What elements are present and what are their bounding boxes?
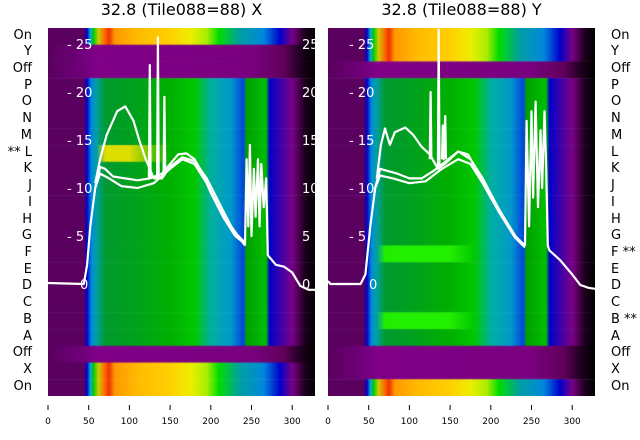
row-label: G [21,228,32,244]
row-label: E [611,261,620,277]
x-tick-label: 50 [363,417,375,427]
row-label: D [611,278,622,294]
y-tick-label: - 20 [349,86,374,101]
row-label: G [611,228,622,244]
y-tick-label: - 15 [67,134,92,149]
x-tick-label: 150 [442,417,459,427]
row-label: X [23,362,32,378]
row-label: On [13,27,32,43]
panel-y-title: 32.8 (Tile088=88) Y [381,0,542,19]
row-label: E [23,261,32,277]
y-tick-label: - 10 [67,182,92,197]
series-line-profile-3 [94,105,246,244]
y-tick-label: - 5 [67,230,84,245]
series-line-spike-136 [436,28,441,169]
series-line-spike-126 [428,90,433,160]
row-label: I [28,194,32,210]
y-tick-label: - 15 [349,134,374,149]
y-tick-label-right: 15 [302,134,319,149]
row-label: Y [24,44,32,60]
row-label: O [21,94,32,110]
row-label: A [23,328,32,344]
row-label: A [611,328,620,344]
series-line-spikes-150 [440,114,448,161]
row-label: P [611,77,619,93]
row-label: M [20,127,32,143]
series-line-spike-125 [147,63,152,179]
x-tick-label: 300 [564,417,581,427]
y-tick-label: - 25 [67,38,92,53]
row-label: ** L [7,144,32,160]
row-label: P [24,77,32,93]
series-line-profile-2 [374,158,526,249]
row-label: On [611,27,630,43]
row-label: On [13,378,32,394]
x-tick-label: 200 [202,417,219,427]
row-label: F [24,244,32,260]
y-tick-label-right: 20 [302,86,319,101]
x-tick-label: 300 [284,417,301,427]
series-line-spikes-250 [523,100,596,290]
x-tick-label: 150 [162,417,179,427]
row-label: M [611,127,623,143]
y-tick-label: - 10 [349,182,374,197]
row-label: H [611,211,621,227]
x-tick-label: 50 [83,417,95,427]
row-label: N [22,111,32,127]
row-label: L [611,144,619,160]
y-tick-label-right: 5 [302,230,310,245]
y-tick-label: - 25 [349,38,374,53]
x-tick-label: 0 [45,417,51,427]
row-label: O [611,94,622,110]
y-tick-label-right: 0 [302,278,310,293]
x-tick-label: 100 [401,417,418,427]
series-line-spikes-250 [243,143,315,291]
row-label: Off [611,345,631,361]
y-tick-label: 0 [80,278,88,293]
series-line-profile-2 [94,158,246,247]
x-tick-label: 200 [482,417,499,427]
row-label: N [611,111,621,127]
row-label: F ** [611,244,636,260]
row-label: B [23,311,32,327]
x-tick-label: 100 [121,417,138,427]
x-tick-label: 250 [243,417,260,427]
row-label: D [21,278,32,294]
series-line-spike-135 [156,36,160,179]
row-label: B ** [611,311,638,327]
y-tick-label: - 20 [67,86,92,101]
row-label: C [22,295,32,311]
row-label: On [611,378,630,394]
series-line-profile-1 [327,150,526,286]
row-label: X [611,362,620,378]
y-tick-label-right: 10 [302,182,319,197]
y-tick-label: 0 [369,278,377,293]
panel-x-title: 32.8 (Tile088=88) X [100,0,263,19]
series-line-profile-1 [47,152,246,286]
row-label: K [611,161,620,177]
row-label: Off [12,345,32,361]
row-label: Y [611,44,619,60]
row-label: K [23,161,32,177]
series-line-spike-143 [162,95,167,174]
series-line-profile-3 [375,126,526,247]
row-label: C [611,295,621,311]
row-label: I [611,194,615,210]
y-tick-label-right: 25 [302,38,319,53]
row-label: H [22,211,32,227]
x-tick-label: 250 [523,417,540,427]
row-label: Off [12,60,32,76]
x-tick-label: 0 [325,417,331,427]
y-tick-label: - 5 [349,230,366,245]
row-label: J [28,178,32,194]
row-label: Off [611,60,631,76]
row-label: J [611,178,615,194]
